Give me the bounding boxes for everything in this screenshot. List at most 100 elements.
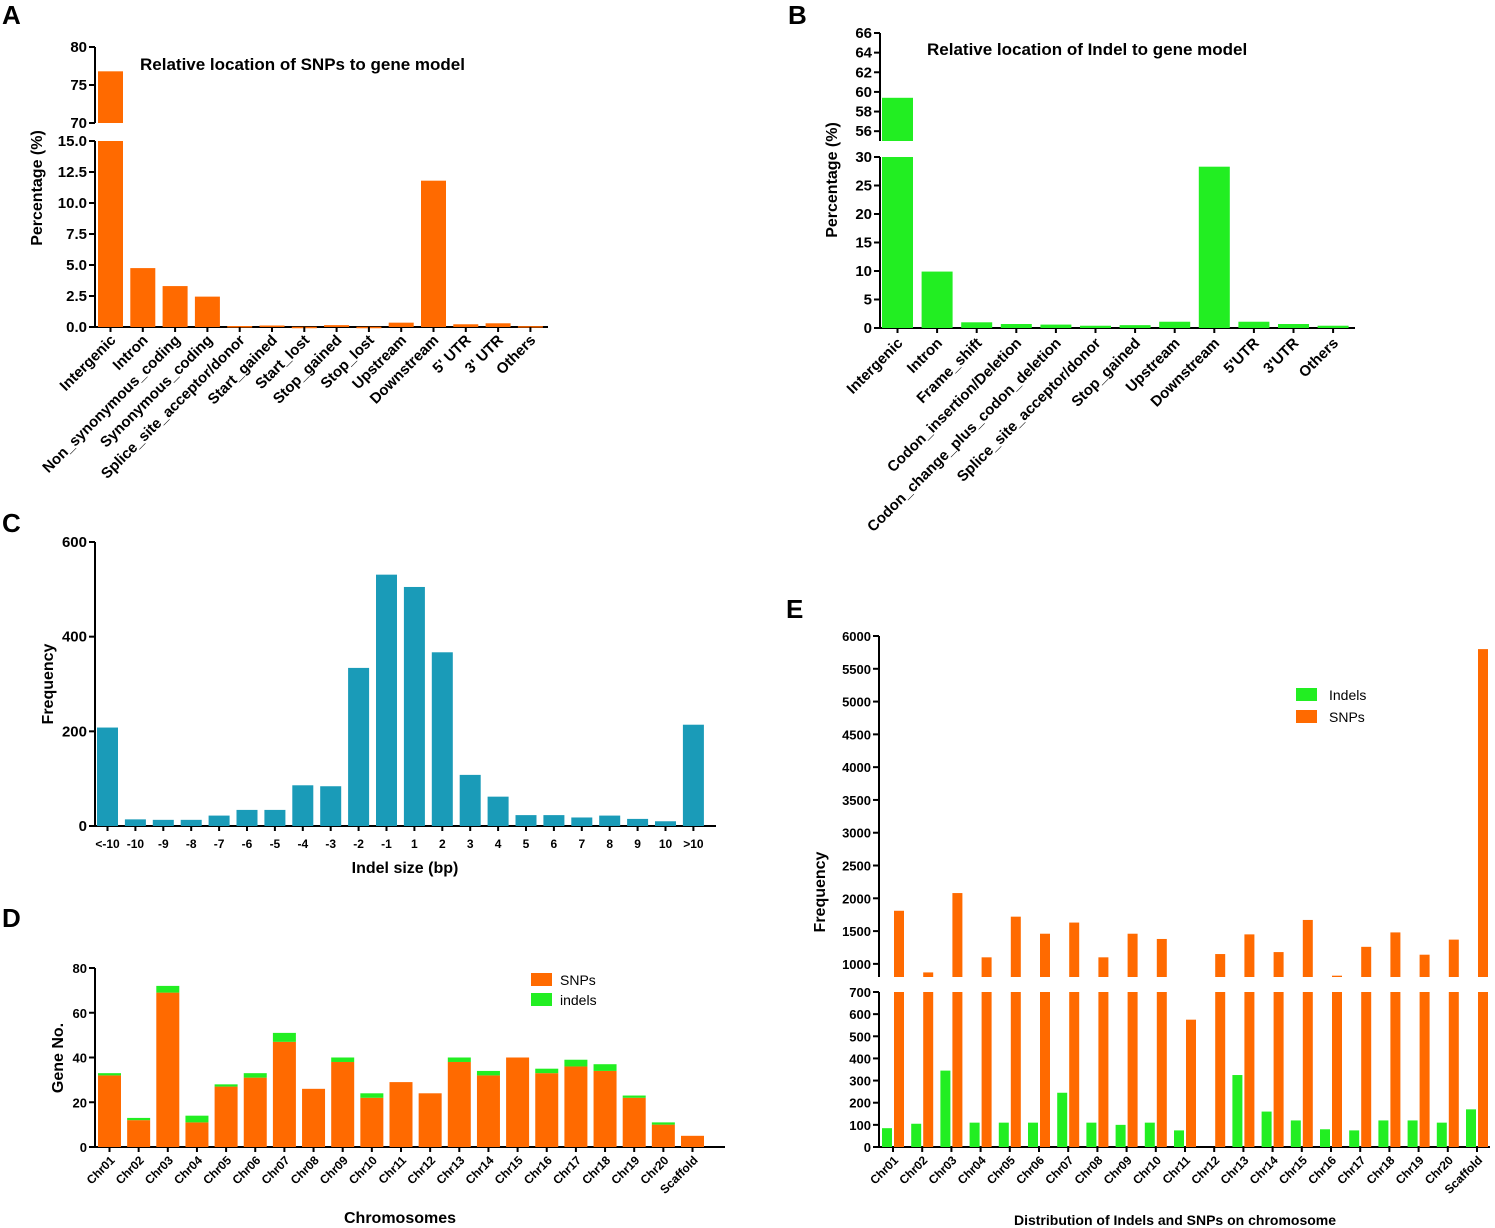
- panel-e-category-label-3: Chr04: [955, 1153, 989, 1187]
- panel-d-bar-indels-0: [98, 1073, 121, 1076]
- panel-d-legend-swatch-snps: [531, 973, 552, 986]
- panel-c-chart: C Frequency Indel size (bp) 0 200 400 600 <-…: [2, 508, 716, 877]
- panel-d-category-label-8: Chr09: [317, 1153, 351, 1187]
- panel-e-bar-snps-11-upper: [1215, 954, 1226, 977]
- panel-c-category-label-3: -8: [186, 837, 197, 851]
- panel-d-category-label-4: Chr05: [200, 1153, 234, 1187]
- panel-e-bar-indels-18: [1407, 1120, 1418, 1147]
- panel-d-ytick-label-3: 60: [73, 1006, 87, 1021]
- panel-e-bar-snps-4-upper: [1010, 916, 1021, 977]
- panel-b-bar-upper-0: [882, 97, 913, 141]
- panel-b-label: B: [788, 0, 807, 30]
- panel-d-bar-indels-6: [272, 1032, 296, 1042]
- panel-d-bar-snps-2: [156, 992, 180, 1147]
- panel-b-ytick-label-lower-3: 15: [855, 235, 872, 252]
- panel-c-bar-11: [403, 586, 425, 826]
- panel-c-ytick-label-3: 600: [62, 534, 87, 551]
- panel-d-bar-snps-0: [98, 1075, 121, 1147]
- panel-e-bar-indels-1: [911, 1123, 922, 1147]
- panel-e-ytick-label-upper-0: 1000: [842, 957, 871, 972]
- panel-c-bar-13: [459, 774, 481, 826]
- panel-a-bar-11: [453, 324, 479, 327]
- panel-d-category-label-11: Chr12: [404, 1153, 438, 1187]
- panel-e-ytick-label-upper-7: 4500: [842, 727, 871, 742]
- panel-c-category-label-17: 7: [578, 837, 585, 851]
- panel-e-ytick-label-lower-0: 0: [864, 1140, 871, 1155]
- panel-e-bar-snps-20-upper: [1478, 649, 1488, 977]
- panel-e-category-label-9: Chr10: [1130, 1153, 1164, 1187]
- panel-b-bar-11: [1317, 325, 1349, 328]
- panel-d-bar-indels-13: [476, 1070, 500, 1076]
- panel-e-bar-snps-14-upper: [1302, 919, 1313, 977]
- panel-d-bar-snps-11: [418, 1093, 442, 1147]
- panel-e-bar-snps-3-upper: [981, 957, 992, 977]
- panel-c-category-label-8: -3: [325, 837, 336, 851]
- panel-d-bar-snps-1: [127, 1120, 151, 1147]
- panel-c-category-label-20: 10: [659, 837, 673, 851]
- panel-d-bar-snps-10: [389, 1082, 413, 1147]
- panel-c-ytick-label-0: 0: [79, 818, 87, 835]
- panel-e-bar-snps-8-lower: [1127, 992, 1138, 1147]
- panel-b-ytick-label-lower-6: 30: [855, 149, 872, 166]
- panel-e-bar-snps-8-upper: [1127, 933, 1138, 977]
- panel-b-category-label-11: Others: [1296, 335, 1342, 381]
- panel-e-bar-indels-17: [1378, 1120, 1389, 1147]
- panel-e-bar-snps-12-upper: [1244, 934, 1255, 977]
- panel-d-bar-indels-15: [535, 1068, 559, 1074]
- panel-b-bar-8: [1198, 166, 1230, 328]
- panel-e-bar-indels-13: [1261, 1111, 1272, 1147]
- panel-d-bar-indels-19: [651, 1122, 675, 1125]
- panel-a-bar-10: [421, 180, 446, 327]
- panel-d-category-label-6: Chr07: [259, 1153, 293, 1187]
- panel-e-legend-swatch-snps: [1296, 710, 1317, 723]
- panel-d-bar-snps-4: [214, 1086, 238, 1147]
- panel-e-bar-snps-16-lower: [1361, 992, 1372, 1147]
- panel-d-bar-indels-8: [331, 1057, 355, 1062]
- panel-d-legend-label-snps: SNPs: [560, 972, 596, 988]
- panel-d-legend-swatch-indels: [531, 993, 552, 1006]
- panel-c-category-label-4: -7: [214, 837, 225, 851]
- panel-a-ytick-label-upper-2: 80: [70, 39, 87, 56]
- panel-e-bar-snps-13-upper: [1273, 952, 1284, 977]
- panel-e-bar-indels-16: [1349, 1130, 1360, 1147]
- panel-b-ytick-label-upper-5: 66: [855, 25, 872, 42]
- panel-e-chart: E Frequency Distribution of Indels and S…: [786, 594, 1490, 1228]
- panel-e-category-label-5: Chr06: [1013, 1153, 1047, 1187]
- panel-c-xlabel: Indel size (bp): [352, 860, 459, 877]
- panel-b-ytick-label-lower-0: 0: [864, 320, 872, 337]
- panel-a-ylabel: Percentage (%): [29, 130, 46, 246]
- panel-e-bar-snps-9-upper: [1156, 938, 1167, 977]
- panel-a-ytick-label-lower-0: 0.0: [66, 319, 87, 336]
- panel-e-category-label-18: Chr19: [1393, 1153, 1427, 1187]
- panel-e-bar-snps-15-lower: [1332, 992, 1342, 1147]
- panel-c-ytick-label-2: 400: [62, 629, 87, 646]
- panel-e-bar-indels-15: [1320, 1129, 1330, 1147]
- panel-d-category-label-12: Chr13: [433, 1153, 467, 1187]
- panel-b-bar-4: [1040, 324, 1072, 328]
- panel-e-bar-snps-17-upper: [1390, 932, 1401, 977]
- panel-e-bar-snps-5-upper: [1040, 933, 1050, 977]
- panel-e-category-label-11: Chr12: [1188, 1153, 1222, 1187]
- panel-a-bar-13: [517, 326, 543, 328]
- panel-e-category-label-6: Chr07: [1042, 1153, 1076, 1187]
- panel-e-legend-label-indels: Indels: [1329, 687, 1366, 703]
- panel-a-title: Relative location of SNPs to gene model: [140, 55, 465, 74]
- panel-c-category-label-12: 2: [439, 837, 446, 851]
- panel-e-bar-snps-6-lower: [1069, 992, 1080, 1147]
- panel-e-ytick-label-lower-6: 600: [849, 1007, 871, 1022]
- panel-e-bar-snps-5-lower: [1040, 992, 1050, 1147]
- panel-c-bar-9: [348, 667, 370, 826]
- panel-b-bar-3: [1000, 324, 1032, 328]
- panel-e-bar-snps-1-lower: [923, 992, 934, 1147]
- panel-e-bar-snps-6-upper: [1069, 922, 1080, 977]
- panel-d-category-label-2: Chr03: [142, 1153, 176, 1187]
- panel-e-bar-indels-5: [1028, 1122, 1038, 1147]
- panel-c-bar-10: [376, 574, 397, 826]
- panel-e-bar-indels-0: [882, 1128, 892, 1147]
- panel-e-bar-snps-18-upper: [1419, 954, 1430, 977]
- panel-a-ytick-label-lower-1: 2.5: [66, 288, 87, 305]
- panel-e-ylabel: Frequency: [812, 851, 829, 932]
- panel-b-chart: B Relative location of Indel to gene mod…: [788, 0, 1355, 535]
- panel-d-category-label-18: Chr19: [608, 1153, 642, 1187]
- panel-d-bar-snps-15: [535, 1073, 559, 1147]
